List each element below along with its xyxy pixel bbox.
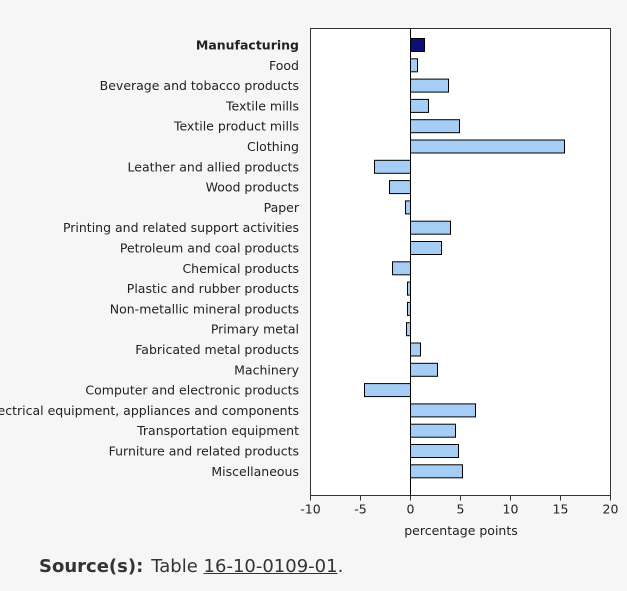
bar-10[interactable] bbox=[410, 241, 442, 255]
category-label-4: Textile product mills bbox=[173, 119, 299, 134]
source-end: . bbox=[337, 556, 344, 577]
bar-8[interactable] bbox=[405, 200, 411, 215]
category-label-14: Primary metal bbox=[211, 322, 299, 337]
bar-16[interactable] bbox=[410, 362, 438, 377]
category-label-9: Printing and related support activities bbox=[63, 220, 299, 235]
bar-2[interactable] bbox=[410, 78, 449, 93]
x-tick-label-1: -5 bbox=[354, 502, 366, 517]
source-note: Source(s): Table 16-10-0109-01. bbox=[39, 556, 343, 577]
category-label-8: Paper bbox=[264, 200, 300, 215]
x-tick-label-0: -10 bbox=[300, 502, 320, 517]
x-tick-label-2: 0 bbox=[407, 502, 415, 517]
category-label-5: Clothing bbox=[247, 139, 299, 154]
x-tick-label-5: 15 bbox=[553, 502, 569, 517]
category-label-19: Transportation equipment bbox=[136, 423, 299, 438]
bar-7[interactable] bbox=[389, 180, 411, 195]
bar-6[interactable] bbox=[374, 159, 411, 174]
category-label-17: Computer and electronic products bbox=[85, 383, 299, 398]
category-label-2: Beverage and tobacco products bbox=[100, 78, 299, 93]
bar-11[interactable] bbox=[392, 261, 411, 276]
x-tick-label-3: 5 bbox=[457, 502, 465, 517]
category-label-21: Miscellaneous bbox=[211, 464, 299, 479]
x-tick-label-4: 10 bbox=[503, 502, 519, 517]
source-text: Table bbox=[151, 556, 198, 577]
category-label-1: Food bbox=[269, 58, 299, 73]
bar-17[interactable] bbox=[364, 383, 411, 398]
category-label-7: Wood products bbox=[206, 180, 299, 195]
category-label-13: Non-metallic mineral products bbox=[110, 301, 299, 316]
bar-5[interactable] bbox=[410, 139, 565, 154]
category-label-18: Electrical equipment, appliances and com… bbox=[0, 403, 299, 418]
category-label-11: Chemical products bbox=[182, 261, 299, 276]
category-label-15: Fabricated metal products bbox=[135, 342, 299, 357]
category-label-20: Furniture and related products bbox=[109, 444, 299, 459]
bar-19[interactable] bbox=[410, 423, 456, 438]
bar-9[interactable] bbox=[410, 220, 451, 235]
chart: Manufacturing Food Beverage and tobacco pr… bbox=[0, 28, 619, 538]
bar-1[interactable] bbox=[410, 58, 418, 73]
category-label-16: Machinery bbox=[234, 362, 299, 377]
x-axis-title: percentage points bbox=[404, 523, 518, 538]
bar-18[interactable] bbox=[410, 403, 476, 418]
bar-0[interactable] bbox=[410, 38, 425, 52]
plot-frame bbox=[310, 28, 611, 496]
bar-14[interactable] bbox=[406, 322, 411, 337]
category-label-10: Petroleum and coal products bbox=[120, 241, 299, 256]
x-axis-ticks: -10 -5 0 5 10 15 20 bbox=[300, 495, 619, 517]
bar-15[interactable] bbox=[410, 342, 421, 357]
source-label: Source(s): bbox=[39, 556, 144, 577]
source-table-link[interactable]: 16-10-0109-01 bbox=[203, 556, 338, 577]
category-label-6: Leather and allied products bbox=[128, 159, 299, 174]
bar-3[interactable] bbox=[410, 98, 429, 113]
bar-4[interactable] bbox=[410, 119, 460, 134]
bar-21[interactable] bbox=[410, 464, 463, 479]
category-label-0: Manufacturing bbox=[196, 38, 299, 53]
category-label-3: Textile mills bbox=[225, 98, 299, 113]
category-labels: Manufacturing Food Beverage and tobacco pr… bbox=[0, 38, 300, 479]
category-label-12: Plastic and rubber products bbox=[127, 281, 299, 296]
x-tick-label-6: 20 bbox=[603, 502, 619, 517]
bar-20[interactable] bbox=[410, 444, 459, 458]
